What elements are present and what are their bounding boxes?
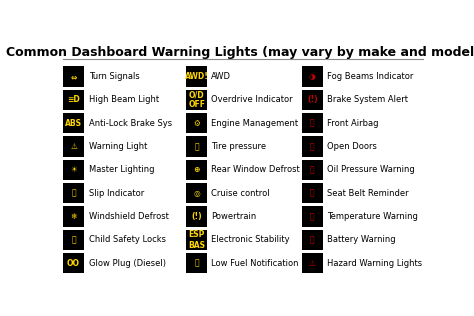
Text: 🌡: 🌡 [310, 212, 315, 221]
Text: 🧑: 🧑 [310, 189, 315, 198]
Text: Temperature Warning: Temperature Warning [327, 212, 418, 221]
Text: AWD: AWD [211, 72, 231, 81]
Text: ⚙: ⚙ [193, 118, 200, 128]
Text: Electronic Stability: Electronic Stability [211, 235, 290, 244]
Text: 🛑: 🛑 [310, 165, 315, 174]
Text: Battery Warning: Battery Warning [327, 235, 395, 244]
Text: High Beam Light: High Beam Light [90, 95, 159, 104]
Text: Rear Window Defrost: Rear Window Defrost [211, 165, 300, 174]
Text: ⛽: ⛽ [194, 259, 199, 268]
FancyBboxPatch shape [63, 90, 84, 110]
Text: Powertrain: Powertrain [211, 212, 256, 221]
FancyBboxPatch shape [63, 253, 84, 273]
Text: Engine Management: Engine Management [211, 118, 298, 128]
Text: Cruise control: Cruise control [211, 189, 270, 198]
FancyBboxPatch shape [186, 206, 207, 227]
FancyBboxPatch shape [301, 183, 323, 203]
FancyBboxPatch shape [63, 66, 84, 87]
Text: Anti-Lock Brake Sys: Anti-Lock Brake Sys [90, 118, 173, 128]
FancyBboxPatch shape [186, 253, 207, 273]
FancyBboxPatch shape [301, 137, 323, 157]
Text: Master Lighting: Master Lighting [90, 165, 155, 174]
Text: ⇔: ⇔ [71, 72, 77, 81]
Text: 🔋: 🔋 [310, 235, 315, 244]
Text: ⊕: ⊕ [193, 165, 200, 174]
Text: Fog Beams Indicator: Fog Beams Indicator [327, 72, 413, 81]
FancyBboxPatch shape [186, 160, 207, 180]
Text: ◑: ◑ [309, 72, 316, 81]
FancyBboxPatch shape [63, 137, 84, 157]
Text: ESP
BAS: ESP BAS [188, 230, 205, 250]
Text: 🚗: 🚗 [310, 142, 315, 151]
Text: 🚗: 🚗 [71, 189, 76, 198]
Text: Front Airbag: Front Airbag [327, 118, 378, 128]
FancyBboxPatch shape [186, 113, 207, 133]
FancyBboxPatch shape [186, 183, 207, 203]
Text: Hazard Warning Lights: Hazard Warning Lights [327, 259, 422, 268]
Text: Turn Signals: Turn Signals [90, 72, 140, 81]
FancyBboxPatch shape [186, 90, 207, 110]
Text: Open Doors: Open Doors [327, 142, 376, 151]
Text: (!): (!) [191, 212, 202, 221]
Text: ≡D: ≡D [67, 95, 80, 104]
FancyBboxPatch shape [301, 66, 323, 87]
FancyBboxPatch shape [301, 90, 323, 110]
Text: Oil Pressure Warning: Oil Pressure Warning [327, 165, 414, 174]
Text: ⦾: ⦾ [194, 142, 199, 151]
FancyBboxPatch shape [63, 113, 84, 133]
Text: Windshield Defrost: Windshield Defrost [90, 212, 169, 221]
FancyBboxPatch shape [301, 206, 323, 227]
Text: ⚠: ⚠ [309, 259, 316, 268]
FancyBboxPatch shape [63, 230, 84, 250]
Text: ABS: ABS [65, 118, 82, 128]
FancyBboxPatch shape [63, 206, 84, 227]
Text: ⚠: ⚠ [70, 142, 77, 151]
Text: Overdrive Indicator: Overdrive Indicator [211, 95, 292, 104]
Text: Child Safety Locks: Child Safety Locks [90, 235, 166, 244]
Text: Brake System Alert: Brake System Alert [327, 95, 408, 104]
Text: Glow Plug (Diesel): Glow Plug (Diesel) [90, 259, 166, 268]
Text: (!): (!) [307, 95, 318, 104]
FancyBboxPatch shape [301, 253, 323, 273]
FancyBboxPatch shape [186, 66, 207, 87]
Text: Slip Indicator: Slip Indicator [90, 189, 145, 198]
FancyBboxPatch shape [301, 113, 323, 133]
Text: ❄: ❄ [71, 212, 77, 221]
Text: 🔒: 🔒 [71, 235, 76, 244]
FancyBboxPatch shape [186, 137, 207, 157]
FancyBboxPatch shape [186, 230, 207, 250]
Text: Tire pressure: Tire pressure [211, 142, 266, 151]
FancyBboxPatch shape [301, 160, 323, 180]
Text: OO: OO [67, 259, 80, 268]
Text: Low Fuel Notification: Low Fuel Notification [211, 259, 299, 268]
Text: ☀: ☀ [70, 165, 77, 174]
FancyBboxPatch shape [301, 230, 323, 250]
Text: Seat Belt Reminder: Seat Belt Reminder [327, 189, 408, 198]
Text: ◎: ◎ [193, 189, 200, 198]
FancyBboxPatch shape [63, 160, 84, 180]
Text: AWD!: AWD! [185, 72, 209, 81]
Text: Warning Light: Warning Light [90, 142, 148, 151]
Text: O/D
OFF: O/D OFF [188, 90, 205, 109]
FancyBboxPatch shape [63, 183, 84, 203]
Text: 🧑: 🧑 [310, 118, 315, 128]
Text: Common Dashboard Warning Lights (may vary by make and model): Common Dashboard Warning Lights (may var… [6, 46, 474, 59]
